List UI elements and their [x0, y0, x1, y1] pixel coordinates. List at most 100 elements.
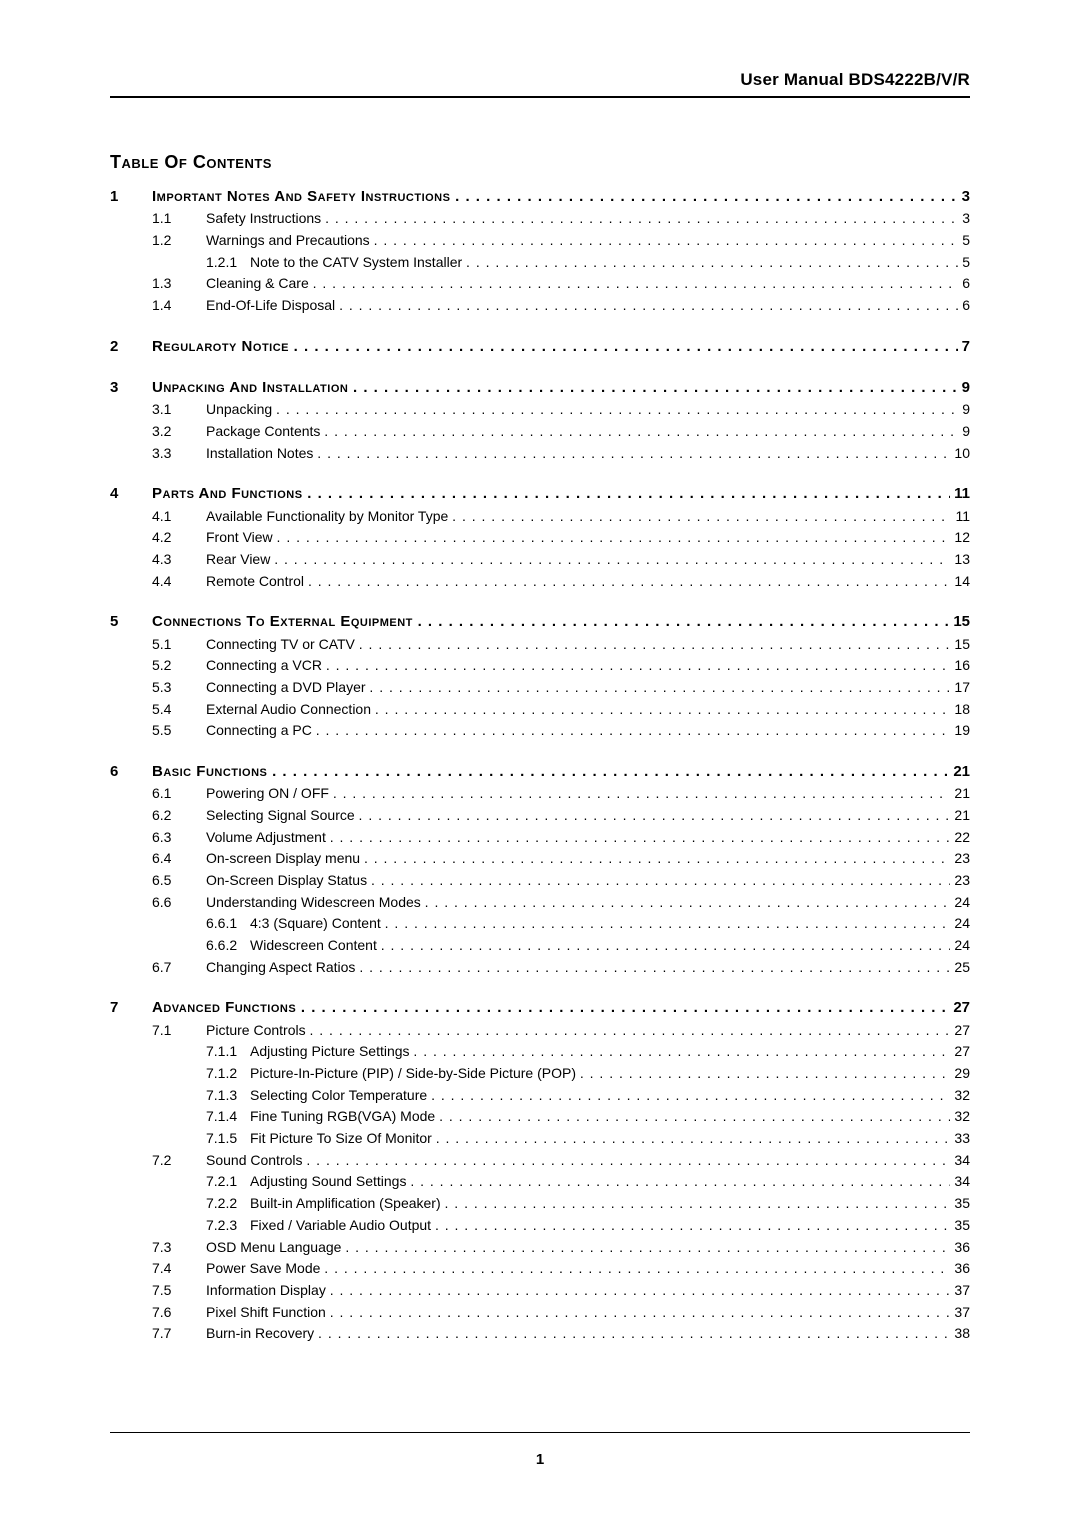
toc-entry-title: Picture Controls: [206, 1020, 950, 1042]
toc-subsub-row: 1.2.1Note to the CATV System Installer 5: [110, 252, 970, 274]
toc-entry-page: 12: [950, 527, 970, 549]
toc-sec-num: 6.1: [152, 783, 206, 805]
toc-entry-page: 24: [950, 892, 970, 914]
toc-entry-page: 21: [950, 805, 970, 827]
toc-sub-row: 3.1Unpacking 9: [110, 399, 970, 421]
toc-entry-title: Power Save Mode: [206, 1258, 950, 1280]
toc-sec-num: 7.4: [152, 1258, 206, 1280]
toc-chapter-row: 5Connections To External Equipment 15: [110, 610, 970, 633]
toc-subsub-row: 7.2.3Fixed / Variable Audio Output 35: [110, 1215, 970, 1237]
toc-entry-title: Warnings and Precautions: [206, 230, 958, 252]
toc-entry-title: Widescreen Content: [250, 935, 950, 957]
toc-entry-page: 35: [950, 1193, 970, 1215]
toc-sub-row: 7.7Burn-in Recovery 38: [110, 1323, 970, 1345]
toc-chap-num: 1: [110, 185, 152, 208]
toc-sec-num: 7.7: [152, 1323, 206, 1345]
toc-subsub-row: 6.6.2Widescreen Content 24: [110, 935, 970, 957]
toc-entry-page: 21: [950, 783, 970, 805]
toc-sub-row: 1.4End-Of-Life Disposal 6: [110, 295, 970, 317]
toc-entry-page: 32: [950, 1106, 970, 1128]
toc-sec-num: 6.2: [152, 805, 206, 827]
toc-subsec-num: 7.2.3: [206, 1215, 250, 1237]
toc-sec-num: 7.6: [152, 1302, 206, 1324]
toc-sec-num: 7.3: [152, 1237, 206, 1259]
toc-sub-row: 4.4Remote Control 14: [110, 571, 970, 593]
toc-entry-title: Sound Controls: [206, 1150, 950, 1172]
toc-entry-title: Pixel Shift Function: [206, 1302, 950, 1324]
toc-entry-page: 34: [950, 1171, 970, 1193]
toc-title: Table Of Contents: [110, 152, 970, 173]
toc-subsub-row: 7.1.3Selecting Color Temperature 32: [110, 1085, 970, 1107]
toc-entry-page: 27: [950, 1041, 970, 1063]
toc-entry-title: Burn-in Recovery: [206, 1323, 950, 1345]
toc-subsec-num: 7.1.3: [206, 1085, 250, 1107]
toc-entry-title: Connecting a PC: [206, 720, 950, 742]
toc-entry-title: Connecting a DVD Player: [206, 677, 950, 699]
toc-entry-page: 18: [950, 699, 970, 721]
toc-sub-row: 6.2Selecting Signal Source 21: [110, 805, 970, 827]
toc-sec-num: 7.2: [152, 1150, 206, 1172]
toc-sub-row: 6.5On-Screen Display Status 23: [110, 870, 970, 892]
toc-entry-title: Rear View: [206, 549, 950, 571]
toc-entry-title: Information Display: [206, 1280, 950, 1302]
toc-chapter-row: 6Basic Functions 21: [110, 760, 970, 783]
toc-entry-page: 35: [950, 1215, 970, 1237]
toc-chapter-row: 7Advanced Functions 27: [110, 996, 970, 1019]
toc-entry-page: 9: [958, 421, 970, 443]
toc-sub-row: 3.2Package Contents 9: [110, 421, 970, 443]
toc-entry-title: Connecting TV or CATV: [206, 634, 950, 656]
toc-entry-page: 36: [950, 1237, 970, 1259]
toc-entry-page: 16: [950, 655, 970, 677]
toc-entry-title: OSD Menu Language: [206, 1237, 950, 1259]
toc-subsec-num: 7.1.2: [206, 1063, 250, 1085]
toc-subsub-row: 7.2.2Built-in Amplification (Speaker) 35: [110, 1193, 970, 1215]
toc-sub-row: 6.3Volume Adjustment 22: [110, 827, 970, 849]
toc-entry-title: Fine Tuning RGB(VGA) Mode: [250, 1106, 950, 1128]
toc-sec-num: 4.1: [152, 506, 206, 528]
toc-entry-title: Advanced Functions: [152, 996, 949, 1019]
toc-entry-title: Important Notes And Safety Instructions: [152, 185, 958, 208]
toc-entry-page: 11: [950, 482, 970, 505]
toc-subsub-row: 7.2.1Adjusting Sound Settings 34: [110, 1171, 970, 1193]
toc-entry-page: 34: [950, 1150, 970, 1172]
toc-entry-page: 36: [950, 1258, 970, 1280]
toc-subsub-row: 7.1.2Picture-In-Picture (PIP) / Side-by-…: [110, 1063, 970, 1085]
toc-subsub-row: 7.1.4Fine Tuning RGB(VGA) Mode 32: [110, 1106, 970, 1128]
toc-sub-row: 1.1Safety Instructions 3: [110, 208, 970, 230]
toc-sec-num: 4.4: [152, 571, 206, 593]
toc-entry-title: Safety Instructions: [206, 208, 958, 230]
toc-sub-row: 5.4External Audio Connection 18: [110, 699, 970, 721]
toc-entry-page: 13: [950, 549, 970, 571]
toc-entry-title: Note to the CATV System Installer: [250, 252, 958, 274]
toc-chapter: 2Regularoty Notice 7: [110, 335, 970, 358]
toc-entry-page: 15: [949, 610, 970, 633]
toc-entry-page: 25: [950, 957, 970, 979]
toc-chapter: 4Parts And Functions 114.1Available Func…: [110, 482, 970, 592]
toc-entry-title: Front View: [206, 527, 950, 549]
toc-entry-page: 27: [949, 996, 970, 1019]
page-header: User Manual BDS4222B/V/R: [110, 70, 970, 98]
toc-sec-num: 3.3: [152, 443, 206, 465]
toc-sub-row: 5.1Connecting TV or CATV 15: [110, 634, 970, 656]
toc-subsec-num: 7.2.1: [206, 1171, 250, 1193]
toc-entry-page: 29: [950, 1063, 970, 1085]
toc-sec-num: 6.5: [152, 870, 206, 892]
toc-sec-num: 5.4: [152, 699, 206, 721]
toc-entry-page: 3: [958, 185, 970, 208]
toc-sub-row: 1.3Cleaning & Care 6: [110, 273, 970, 295]
toc-sec-num: 6.7: [152, 957, 206, 979]
toc-entry-page: 23: [950, 870, 970, 892]
toc-entry-page: 21: [949, 760, 970, 783]
toc-chapter: 5Connections To External Equipment 155.1…: [110, 610, 970, 742]
toc-entry-page: 15: [950, 634, 970, 656]
toc-entry-title: Unpacking: [206, 399, 958, 421]
page-footer: 1: [110, 1432, 970, 1468]
toc-sub-row: 5.5Connecting a PC 19: [110, 720, 970, 742]
toc-entry-title: Powering ON / OFF: [206, 783, 950, 805]
toc-entry-title: Adjusting Picture Settings: [250, 1041, 950, 1063]
toc-entry-title: Connections To External Equipment: [152, 610, 949, 633]
toc-body: 1Important Notes And Safety Instructions…: [110, 185, 970, 1345]
toc-entry-title: External Audio Connection: [206, 699, 950, 721]
toc-entry-page: 17: [950, 677, 970, 699]
toc-entry-title: Unpacking And Installation: [152, 376, 958, 399]
